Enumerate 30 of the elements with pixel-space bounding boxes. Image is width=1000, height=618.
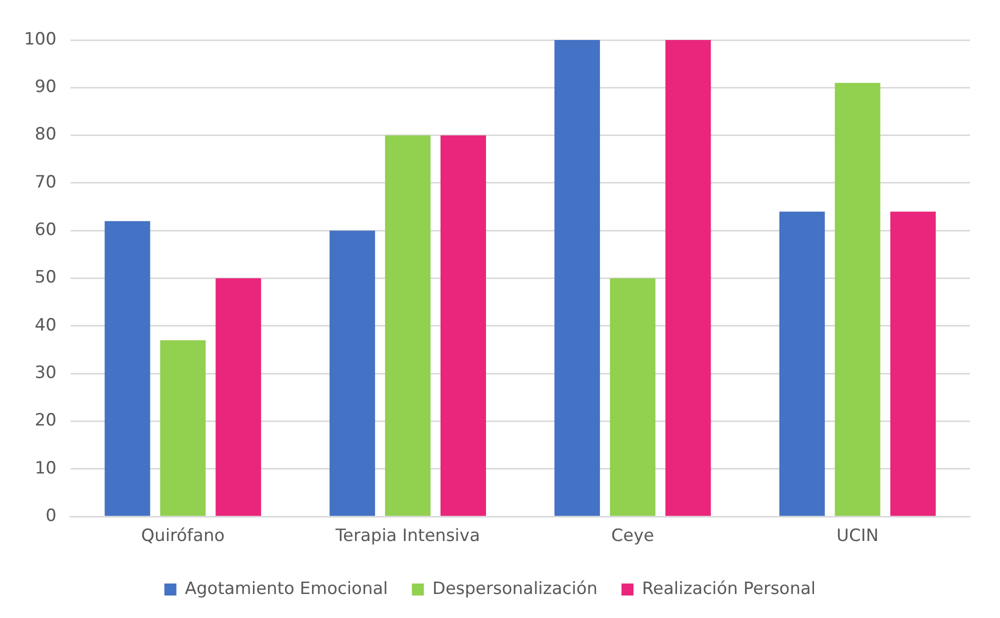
bar: [890, 212, 936, 516]
bar: [160, 340, 206, 516]
bar: [330, 230, 376, 516]
x-tick-label: Terapia Intensiva: [334, 526, 480, 546]
y-tick-label: 100: [24, 29, 56, 50]
y-tick-label: 60: [34, 220, 56, 240]
y-tick-label: 30: [34, 363, 56, 384]
x-tick-label: UCIN: [836, 526, 879, 546]
y-tick-label: 50: [34, 268, 56, 288]
y-tick-label: 90: [34, 77, 56, 98]
bar: [779, 212, 825, 516]
x-tick-label: Quirófano: [141, 526, 225, 546]
legend-label: Despersonalización: [432, 578, 598, 599]
legend-label: Agotamiento Emocional: [184, 578, 388, 599]
legend-label: Realización Personal: [642, 578, 816, 599]
bar: [216, 278, 262, 516]
bar: [385, 135, 431, 516]
bar: [104, 221, 150, 516]
y-tick-label: 0: [46, 506, 56, 526]
y-tick-label: 40: [34, 315, 56, 336]
bar: [440, 135, 486, 516]
y-tick-label: 80: [34, 124, 56, 145]
bar: [554, 40, 600, 516]
bar: [610, 278, 656, 516]
y-tick-label: 10: [34, 458, 56, 478]
y-tick-label: 20: [34, 410, 56, 431]
x-tick-label: Ceye: [611, 526, 654, 546]
bar: [665, 40, 711, 516]
y-tick-label: 70: [34, 172, 56, 192]
bar: [834, 82, 880, 516]
